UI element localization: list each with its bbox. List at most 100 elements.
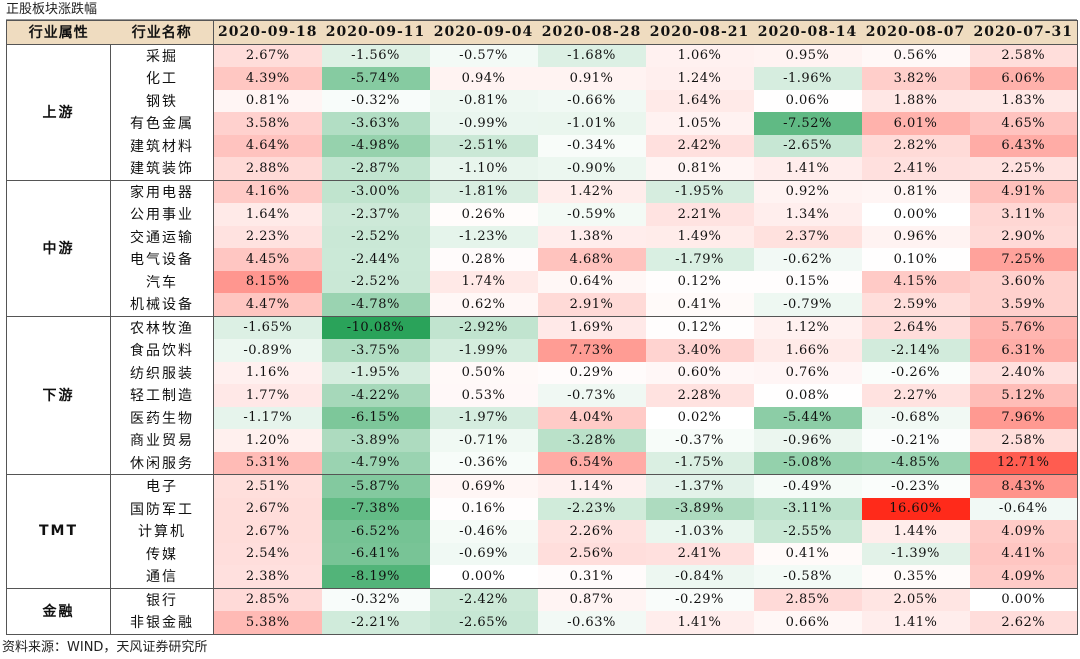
return-value-cell: 3.40% (645, 339, 754, 362)
return-value-cell: 2.82% (861, 134, 970, 157)
return-value-cell: -0.32% (321, 89, 430, 112)
return-value-cell: -1.65% (213, 316, 322, 339)
return-value-cell: -1.95% (645, 180, 754, 203)
return-value-cell: 2.27% (861, 384, 970, 407)
return-value-cell: 0.50% (429, 361, 538, 384)
return-value-cell: 2.64% (861, 316, 970, 339)
sector-returns-table: 行业属性 行业名称 2020-09-18 2020-09-11 2020-09-… (6, 20, 1078, 635)
return-value-cell: 2.85% (753, 588, 862, 611)
industry-name-cell: 交通运输 (110, 225, 214, 248)
industry-name-cell: 建筑材料 (110, 134, 214, 157)
return-value-cell: -0.29% (645, 588, 754, 611)
return-value-cell: 2.58% (969, 44, 1078, 67)
industry-name-cell: 国防军工 (110, 497, 214, 520)
table-row: 建筑装饰 2.88% -2.87% -1.10% -0.90% 0.81% 1.41% 2.4… (7, 157, 1078, 181)
return-value-cell: 0.95% (753, 44, 862, 67)
table-row: 电气设备 4.45% -2.44% 0.28% 4.68% -1.79% -0.62% 0.1… (7, 248, 1078, 271)
header-industry-attribute: 行业属性 (6, 20, 111, 45)
return-value-cell: -0.62% (753, 248, 862, 271)
return-value-cell: 2.51% (213, 474, 322, 498)
industry-name-cell: 有色金属 (110, 112, 214, 135)
return-value-cell: 1.41% (753, 157, 862, 181)
return-value-cell: 0.87% (537, 588, 646, 611)
return-value-cell: -7.52% (753, 112, 862, 135)
return-value-cell: 0.08% (753, 384, 862, 407)
return-value-cell: -10.08% (321, 316, 430, 339)
return-value-cell: 4.68% (537, 248, 646, 271)
return-value-cell: 2.37% (753, 225, 862, 248)
return-value-cell: -0.79% (753, 293, 862, 317)
table-row: 传媒 2.54% -6.41% -0.69% 2.56% 2.41% 0.41% -1.39%… (7, 542, 1078, 565)
return-value-cell: 1.49% (645, 225, 754, 248)
return-value-cell: 0.41% (645, 293, 754, 317)
table-row: 钢铁 0.81% -0.32% -0.81% -0.66% 1.64% 0.06% 1.88%… (7, 89, 1078, 112)
return-value-cell: 6.31% (969, 339, 1078, 362)
return-value-cell: -5.87% (321, 474, 430, 498)
industry-name-cell: 采掘 (110, 44, 214, 67)
return-value-cell: 6.54% (537, 451, 646, 475)
return-value-cell: 4.15% (861, 270, 970, 293)
return-value-cell: 1.20% (213, 429, 322, 452)
return-value-cell: 1.69% (537, 316, 646, 339)
industry-name-cell: 通信 (110, 565, 214, 589)
return-value-cell: 1.77% (213, 384, 322, 407)
return-value-cell: 3.60% (969, 270, 1078, 293)
industry-group-cell: 下游 (6, 316, 111, 475)
industry-name-cell: 休闲服务 (110, 451, 214, 475)
return-value-cell: 3.59% (969, 293, 1078, 317)
return-value-cell: -3.00% (321, 180, 430, 203)
return-value-cell: -0.99% (429, 112, 538, 135)
return-value-cell: 0.16% (429, 497, 538, 520)
return-value-cell: -0.81% (429, 89, 538, 112)
return-value-cell: -1.03% (645, 520, 754, 543)
industry-name-cell: 医药生物 (110, 406, 214, 429)
return-value-cell: -1.23% (429, 225, 538, 248)
return-value-cell: 1.16% (213, 361, 322, 384)
return-value-cell: 2.59% (861, 293, 970, 317)
return-value-cell: 4.64% (213, 134, 322, 157)
return-value-cell: -0.57% (429, 44, 538, 67)
return-value-cell: -1.17% (213, 406, 322, 429)
return-value-cell: 2.67% (213, 497, 322, 520)
return-value-cell: -0.73% (537, 384, 646, 407)
table-row: 计算机 2.67% -6.52% -0.46% 2.26% -1.03% -2.55% 1.4… (7, 520, 1078, 543)
return-value-cell: -1.56% (321, 44, 430, 67)
return-value-cell: -6.41% (321, 542, 430, 565)
table-row: 金融 银行 2.85% -0.32% -2.42% 0.87% -0.29% 2.85% 2.0… (6, 588, 1078, 635)
return-value-cell: -1.39% (861, 542, 970, 565)
table-row: 化工 4.39% -5.74% 0.94% 0.91% 1.24% -1.96% 3.82% 6… (7, 67, 1078, 90)
table-row: 医药生物 -1.17% -6.15% -1.97% 4.04% 0.02% -5.44% -0… (7, 406, 1078, 429)
return-value-cell: 0.15% (753, 270, 862, 293)
return-value-cell: 0.10% (861, 248, 970, 271)
return-value-cell: 0.00% (861, 203, 970, 226)
return-value-cell: 2.58% (969, 429, 1078, 452)
return-value-cell: 2.41% (861, 157, 970, 181)
return-value-cell: 2.38% (213, 565, 322, 589)
return-value-cell: 1.64% (645, 89, 754, 112)
return-value-cell: 1.44% (861, 520, 970, 543)
return-value-cell: 2.05% (861, 588, 970, 611)
return-value-cell: -0.64% (969, 497, 1078, 520)
return-value-cell: -0.68% (861, 406, 970, 429)
return-value-cell: 0.00% (429, 565, 538, 589)
return-value-cell: 2.90% (969, 225, 1078, 248)
table-row: 交通运输 2.23% -2.52% -1.23% 1.38% 1.49% 2.37% 0.96… (7, 225, 1078, 248)
table-row: 休闲服务 5.31% -4.79% -0.36% 6.54% -1.75% -5.08% -4… (7, 451, 1078, 475)
return-value-cell: 1.64% (213, 203, 322, 226)
return-value-cell: 6.01% (861, 112, 970, 135)
return-value-cell: -1.68% (537, 44, 646, 67)
return-value-cell: 2.25% (969, 157, 1078, 181)
return-value-cell: 0.29% (537, 361, 646, 384)
table-row: 通信 2.38% -8.19% 0.00% 0.31% -0.84% -0.58% 0.35%… (7, 565, 1078, 589)
table-row: 食品饮料 -0.89% -3.75% -1.99% 7.73% 3.40% 1.66% -2.… (7, 339, 1078, 362)
return-value-cell: 1.05% (645, 112, 754, 135)
industry-name-cell: 农林牧渔 (110, 316, 214, 339)
header-date: 2020-07-31 (969, 20, 1078, 45)
return-value-cell: -2.52% (321, 225, 430, 248)
table-row: 机械设备 4.47% -4.78% 0.62% 2.91% 0.41% -0.79% 2.59… (7, 293, 1078, 317)
return-value-cell: 0.53% (429, 384, 538, 407)
return-value-cell: 5.38% (213, 611, 322, 635)
return-value-cell: 2.91% (537, 293, 646, 317)
industry-name-cell: 电子 (110, 474, 214, 498)
return-value-cell: 7.25% (969, 248, 1078, 271)
